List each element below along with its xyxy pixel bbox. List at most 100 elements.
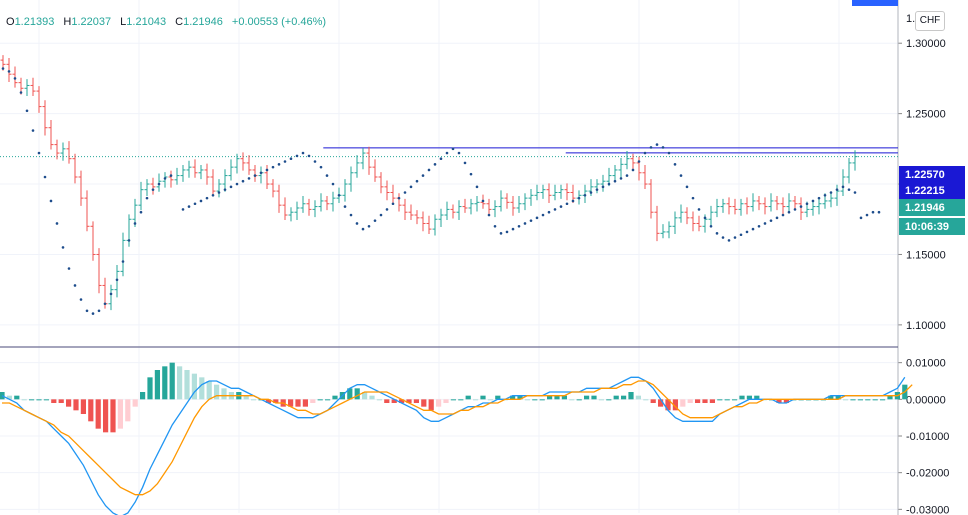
macd-histogram-bar [746,395,752,400]
macd-histogram-bar [421,399,427,407]
sar-point [37,151,41,155]
sar-point [469,172,473,176]
sar-point [373,219,377,222]
macd-histogram-bar [243,395,249,400]
sar-point [817,196,821,200]
macd-histogram-bar [154,370,160,400]
sar-point [121,260,125,263]
sar-point [19,91,23,94]
macd-histogram-bar [487,399,493,401]
macd-histogram-bar [880,399,886,401]
macd-histogram-bar [539,399,545,401]
sar-point [601,185,605,189]
macd-histogram-bar [132,399,138,407]
sar-point [289,157,293,160]
sar-point [835,188,839,191]
macd-histogram-bar [406,399,412,403]
sar-point [445,151,449,155]
sar-point [847,188,851,191]
macd-histogram-bar [672,399,678,411]
sar-point [247,177,251,180]
sar-point [577,196,581,200]
macd-histogram-bar [665,399,671,411]
sar-point [7,70,11,73]
sar-point [493,224,497,228]
macd-histogram-bar [524,399,530,401]
sar-point [97,309,101,313]
price-badge [899,166,965,183]
price-badge-label: 1.22215 [905,185,945,197]
macd-histogram-bar [717,399,723,401]
macd-histogram-bar [95,399,101,429]
sar-point [1,67,5,70]
macd-histogram-bar [510,395,516,400]
sar-point [721,236,725,239]
sar-point [625,174,629,177]
macd-histogram-bar [51,399,57,403]
macd-histogram-bar [561,395,567,400]
sar-point [859,216,863,220]
sar-point [745,230,749,234]
sar-point [415,179,419,183]
macd-histogram-bar [29,399,35,401]
sar-point [703,216,707,220]
macd-histogram-bar [428,399,434,411]
sar-point [763,222,767,225]
sar-point [325,174,329,177]
macd-histogram-bar [273,399,279,403]
macd-histogram-bar [36,399,42,401]
sar-point [793,208,797,211]
macd-histogram-bar [576,399,582,401]
sar-point [685,185,689,189]
sar-point [307,154,311,158]
sar-point [187,205,191,208]
sar-point [91,312,95,315]
sar-point [547,210,551,214]
sar-point [319,165,323,169]
macd-histogram-bar [288,399,294,407]
macd-histogram-bar [117,399,123,429]
sar-point [739,233,743,237]
macd-histogram-bar [110,399,116,433]
sar-point [157,182,161,186]
sar-point [385,208,389,211]
macd-histogram-bar [66,399,72,407]
sar-point [613,179,617,183]
macd-histogram-bar [325,399,331,401]
macd-histogram-bar [754,395,760,400]
macd-histogram-bar [58,399,64,403]
sar-point [565,202,569,206]
macd-histogram-bar [177,366,183,400]
macd-histogram-bar [147,377,153,400]
sar-point [433,163,437,166]
change-value: +0.00553 (+0.46%) [231,16,327,28]
sar-point [271,165,275,169]
macd-histogram-bar [783,399,789,403]
currency-button[interactable]: CHF [915,11,945,31]
macd-histogram-bar [206,381,212,400]
sar-point [421,174,425,177]
sar-point [655,143,659,146]
price-badge [899,218,965,235]
macd-histogram-bar [43,399,49,401]
sar-point [103,302,107,306]
price-badge [899,182,965,199]
sar-point [541,213,545,217]
sar-point [313,160,317,163]
sar-point [535,216,539,220]
sar-point [451,147,455,151]
macd-histogram-bar [384,399,390,403]
sar-point [559,205,563,208]
macd-histogram-bar [184,370,190,400]
sar-point [217,191,221,194]
sar-point [25,109,29,113]
sar-point [235,182,239,186]
sar-point [31,129,35,132]
sar-point [169,174,173,177]
macd-histogram-bar [347,388,353,400]
sar-point [13,77,17,80]
macd-histogram-bar [169,362,175,400]
price-tick-label-top: 1. [906,13,915,25]
sar-point [799,205,803,208]
